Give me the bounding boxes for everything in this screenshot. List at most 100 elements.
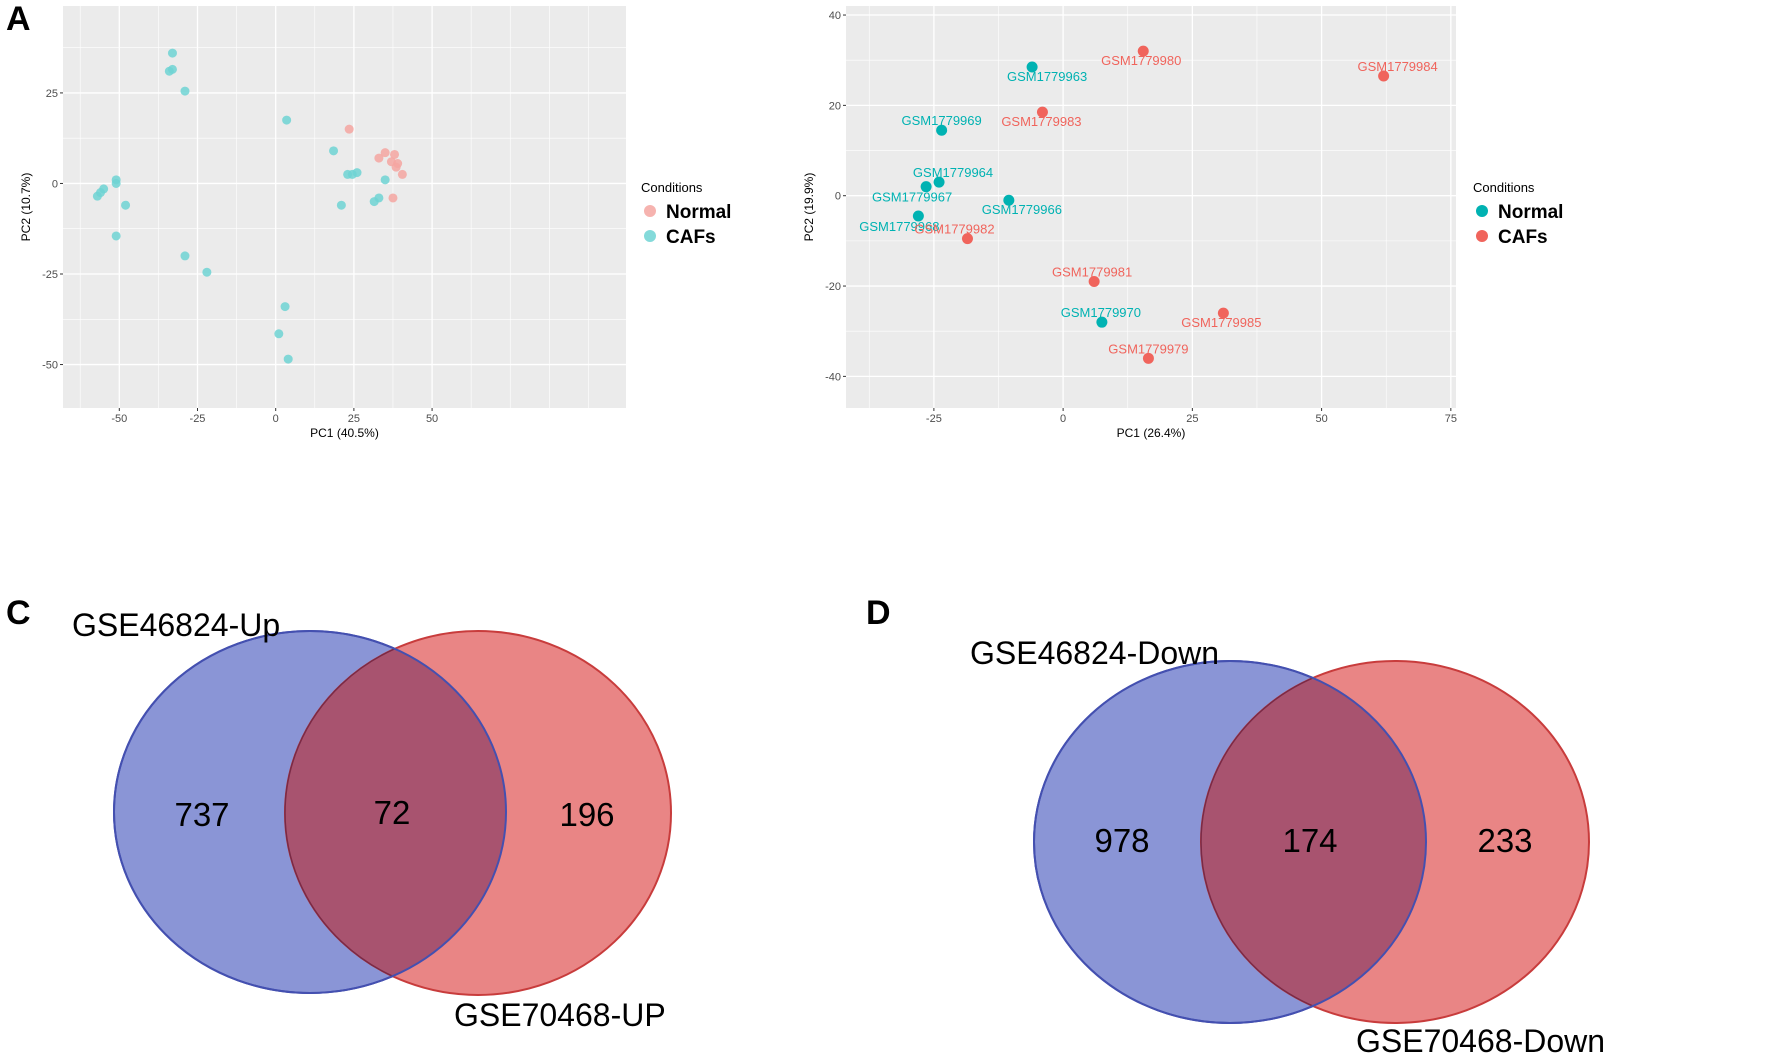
venn-d-right-title: GSE70468-Down [1356,1023,1605,1059]
plot-b-point-label: GSM1779963 [1007,69,1087,84]
plot-b-point-label: GSM1779966 [982,202,1062,217]
plot-a-legend-label-normal: Normal [666,202,731,223]
plot-b-x-axis-label: PC1 (26.4%) [1117,426,1186,440]
plot-a-x-tick-label: -25 [190,413,206,425]
plot-b-point-cafs [1036,106,1048,118]
plot-a-point-cafs [180,251,190,261]
plot-b-point-label: GSM1779983 [1001,114,1081,129]
plot-b-y-tick-label: 0 [835,191,841,203]
venn-c-right-title: GSE70468-UP [454,997,666,1033]
plot-b-point-normal [920,181,932,193]
venn-c-overlap-count: 72 [374,794,411,831]
plot-b-y-tick-label: 40 [829,10,841,22]
plot-b-point-label: GSM1779979 [1108,341,1188,356]
plot-a-legend-key-normal [644,205,656,217]
plot-b-legend-key-normal [1476,205,1488,217]
plot-a-point-cafs [121,200,131,210]
plot-b-point-label: GSM1779969 [902,113,982,128]
plot-b-legend-title: Conditions [1473,180,1535,195]
plot-a-point-normal [388,193,398,203]
plot-a-point-normal [391,162,401,172]
plot-a-point-cafs [369,197,379,207]
plot-a-x-tick-label: -50 [111,413,127,425]
panel-letter-c: C [6,594,31,632]
plot-b-point-cafs [1142,352,1154,364]
plot-a-legend-title: Conditions [641,180,703,195]
plot-a-point-normal [390,149,400,159]
plot-b-point-label: GSM1779982 [914,222,994,237]
plot-a-point-cafs [111,178,121,188]
venn-c-overlap [284,631,506,993]
plot-b-y-axis-label: PC2 (19.9%) [802,173,816,242]
plot-b-point-normal [936,124,948,136]
plot-b-point-normal [1026,61,1038,73]
plot-a-point-cafs [282,115,292,125]
plot-b-legend-key-cafs [1476,230,1488,242]
plot-b-point-label: GSM1779985 [1181,315,1261,330]
panel-letter-d: D [866,594,891,632]
pca-plot-b: -25 0 25 50 75 -40 -20 0 20 40 PC1 (26.4%) PC2 (19.… [802,6,1563,440]
plot-b-y-tick-label: -20 [825,281,841,293]
venn-d-left-outline [1033,660,1427,1024]
plot-b-point-label: GSM1779968 [859,219,939,234]
plot-a-x-tick-label: 0 [273,413,279,425]
plot-a-point-normal [397,169,407,179]
plot-b-x-tick-label: 0 [1060,413,1066,425]
plot-a-point-normal [380,148,390,158]
plot-b-point-label: GSM1779980 [1101,53,1181,68]
plot-a-y-tick-label: 0 [52,178,58,190]
plot-a-point-cafs [352,168,362,178]
panel-letter-a: A [6,0,31,38]
plot-a-y-tick-label: -25 [42,269,58,281]
plot-b-background [846,6,1456,408]
plot-b-legend-label-cafs: CAFs [1498,227,1548,248]
venn-c-left-title: GSE46824-Up [72,607,280,643]
plot-a-point-cafs [380,175,390,185]
venn-diagram-c: GSE46824-Up GSE70468-UP 737 72 196 [72,607,672,1033]
plot-a-y-axis-label: PC2 (10.7%) [19,173,33,242]
plot-a-point-cafs [99,184,109,194]
plot-a-point-cafs [167,48,177,58]
plot-b-x-tick-label: 25 [1186,413,1198,425]
plot-b-y-tick-label: 20 [829,100,841,112]
venn-d-right-count: 233 [1477,822,1532,859]
plot-b-x-tick-label: 50 [1315,413,1327,425]
plot-b-point-cafs [1088,276,1100,288]
venn-c-left-outline [113,630,507,994]
plot-b-point-normal [1096,316,1108,328]
plot-a-x-tick-label: 25 [348,413,360,425]
venn-d-overlap-count: 174 [1282,822,1337,859]
plot-a-x-axis-label: PC1 (40.5%) [310,426,379,440]
plot-a-point-normal [344,124,354,134]
plot-b-point-label: GSM1779984 [1358,59,1438,74]
plot-a-point-cafs [274,329,284,339]
plot-b-legend-label-normal: Normal [1498,202,1563,223]
plot-b-point-normal [912,210,924,222]
plot-a-point-cafs [280,302,290,312]
venn-d-left-title: GSE46824-Down [970,635,1219,671]
plot-a-x-tick-label: 50 [426,413,438,425]
plot-a-point-normal [374,153,384,163]
plot-b-y-tick-label: -40 [825,371,841,383]
plot-b-point-cafs [1217,307,1229,319]
plot-a-legend-label-cafs: CAFs [666,227,716,248]
plot-b-point-normal [1003,194,1015,206]
plot-a-point-cafs [167,64,177,74]
plot-b-point-cafs [1378,70,1390,82]
plot-b-x-tick-label: -25 [926,413,942,425]
plot-a-point-cafs [329,146,339,156]
plot-a-point-cafs [180,86,190,96]
plot-a-point-cafs [336,200,346,210]
plot-b-point-label: GSM1779981 [1052,265,1132,280]
plot-a-legend-key-cafs [644,230,656,242]
plot-b-point-cafs [961,233,973,245]
plot-b-point-label: GSM1779970 [1061,305,1141,320]
plot-a-y-tick-label: 25 [46,88,58,100]
venn-d-overlap [1200,661,1426,1023]
plot-a-point-cafs [283,354,293,364]
venn-c-left-count: 737 [174,796,229,833]
plot-a-point-cafs [111,231,121,241]
plot-b-point-normal [933,176,945,188]
